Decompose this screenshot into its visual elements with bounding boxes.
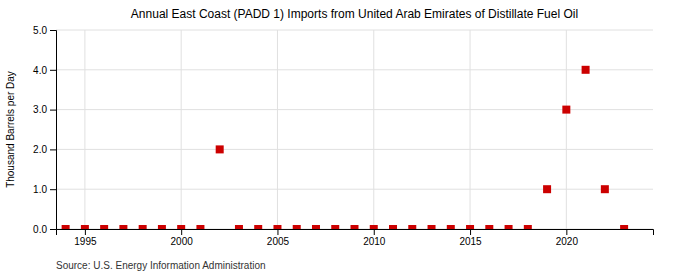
grid-line — [56, 69, 653, 70]
tick: 2010 — [363, 229, 386, 247]
point — [466, 225, 474, 229]
grid-line — [56, 149, 653, 150]
point — [485, 225, 493, 229]
grid — [56, 30, 653, 229]
tick-mark — [50, 110, 56, 111]
point — [177, 225, 185, 229]
tick-label: 2015 — [459, 236, 482, 247]
point — [273, 225, 281, 229]
point — [351, 225, 359, 229]
point — [139, 225, 147, 229]
chart-svg: 1995 2000 2005 2010 2015 2020 0.0 1.0 2.0 3.0 4.0 5… — [0, 0, 675, 275]
point — [235, 225, 243, 229]
tick-label: 2010 — [363, 236, 386, 247]
tick-mark — [50, 30, 56, 31]
point — [81, 225, 89, 229]
grid-line — [373, 30, 374, 229]
point — [119, 225, 127, 229]
tick-mark — [277, 229, 278, 235]
tick: 2000 — [171, 229, 194, 247]
point — [62, 225, 70, 229]
tick-label: 2005 — [267, 236, 290, 247]
chart-container: 1995 2000 2005 2010 2015 2020 0.0 1.0 2.0 3.0 4.0 5… — [0, 0, 675, 275]
point — [254, 225, 262, 229]
annotation: Source: U.S. Energy Information Administ… — [56, 260, 266, 271]
tick-label: 5.0 — [33, 25, 47, 36]
point — [370, 225, 378, 229]
tick: 2020 — [556, 229, 579, 247]
point — [331, 225, 339, 229]
grid-line — [566, 30, 567, 229]
point — [158, 225, 166, 229]
point — [216, 145, 224, 153]
tick: 1995 — [74, 229, 97, 247]
point — [562, 106, 570, 114]
tick-mark — [50, 189, 56, 190]
y-axis-label: Thousand Barrels per Day — [5, 71, 16, 188]
point — [312, 225, 320, 229]
axis-line — [50, 31, 57, 230]
tick-label: 0.0 — [33, 224, 47, 235]
grid-line — [470, 30, 471, 229]
tick: 2015 — [459, 229, 482, 247]
point — [524, 225, 532, 229]
point — [601, 185, 609, 193]
tick-label: 2020 — [556, 236, 579, 247]
grid-line — [56, 189, 653, 190]
tick: 5.0 — [33, 25, 56, 36]
tick: 0.0 — [33, 224, 56, 235]
grid-line — [277, 30, 278, 229]
tick: 2.0 — [33, 144, 56, 155]
point — [100, 225, 108, 229]
axis-line — [57, 230, 654, 236]
tick-mark — [50, 229, 56, 230]
point — [389, 225, 397, 229]
tick-label: 1995 — [74, 236, 97, 247]
tick-label: 1.0 — [33, 184, 47, 195]
tick-label: 3.0 — [33, 104, 47, 115]
point — [196, 225, 204, 229]
tick-label: 2.0 — [33, 144, 47, 155]
points — [62, 66, 628, 229]
tick-mark — [50, 70, 56, 71]
tick-label: 4.0 — [33, 65, 47, 76]
point — [505, 225, 513, 229]
tick-mark — [50, 149, 56, 150]
tick-mark — [470, 229, 471, 235]
tick-mark — [566, 229, 567, 235]
point — [428, 225, 436, 229]
tick: 2005 — [267, 229, 290, 247]
point — [582, 66, 590, 74]
tick-mark — [374, 229, 375, 235]
plot-area: 1995 2000 2005 2010 2015 2020 0.0 1.0 2.0 3.0 4.0 5… — [33, 25, 653, 247]
point — [543, 185, 551, 193]
point — [293, 225, 301, 229]
tick: 1.0 — [33, 184, 56, 195]
point — [447, 225, 455, 229]
tick-mark — [85, 229, 86, 235]
tick: 3.0 — [33, 104, 56, 115]
tick: 4.0 — [33, 65, 56, 76]
x-axis: 1995 2000 2005 2010 2015 2020 — [57, 229, 654, 247]
point — [620, 225, 628, 229]
grid-line — [181, 30, 182, 229]
grid-line — [56, 30, 653, 31]
point — [408, 225, 416, 229]
tick-label: 2000 — [171, 236, 194, 247]
title: Annual East Coast (PADD 1) Imports from … — [131, 7, 578, 21]
y-axis: 0.0 1.0 2.0 3.0 4.0 5.0 — [33, 25, 56, 235]
grid-line — [84, 30, 85, 229]
tick-mark — [181, 229, 182, 235]
